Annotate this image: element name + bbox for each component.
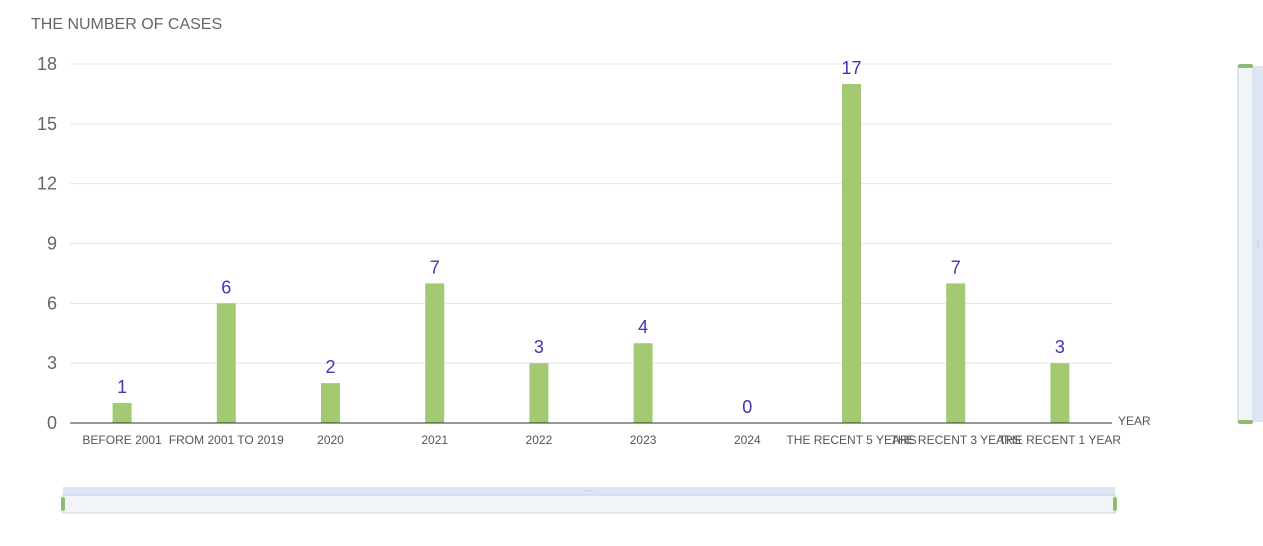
y-tick-label: 6 xyxy=(47,293,57,313)
bar[interactable] xyxy=(633,343,653,423)
x-tick-label: THE RECENT 3 YEARS xyxy=(891,433,1021,447)
x-axis-ticks: BEFORE 2001 FROM 2001 TO 2019 2020 2021 2022… xyxy=(82,433,1121,447)
x-zoom-slider[interactable]: ⋯ xyxy=(61,486,1117,514)
data-label: 4 xyxy=(638,317,648,337)
bar[interactable] xyxy=(946,283,966,423)
data-label: 3 xyxy=(1055,337,1065,357)
grip-icon: ⋮ xyxy=(1254,239,1262,248)
y-zoom-handle-bar[interactable] xyxy=(1253,66,1263,422)
bar[interactable] xyxy=(529,363,549,423)
x-tick-label: 2024 xyxy=(734,433,761,447)
grip-icon: ⋯ xyxy=(585,486,593,495)
x-tick-label: 2021 xyxy=(421,433,448,447)
data-label: 6 xyxy=(221,277,231,297)
bar[interactable] xyxy=(112,403,132,423)
bar[interactable] xyxy=(425,283,445,423)
y-zoom-bottom-handle[interactable] xyxy=(1238,420,1253,424)
x-tick-label: FROM 2001 TO 2019 xyxy=(169,433,284,447)
y-tick-label: 3 xyxy=(47,353,57,373)
x-tick-label: 2020 xyxy=(317,433,344,447)
x-tick-label: 2022 xyxy=(526,433,553,447)
y-tick-label: 12 xyxy=(37,174,57,194)
data-labels: 1 6 2 7 3 4 0 17 7 3 xyxy=(117,58,1065,417)
y-tick-label: 0 xyxy=(47,413,57,433)
y-zoom-track[interactable] xyxy=(1237,65,1254,423)
bar[interactable] xyxy=(216,303,236,423)
data-label: 17 xyxy=(841,58,861,78)
x-tick-label: 2023 xyxy=(630,433,657,447)
data-label: 1 xyxy=(117,377,127,397)
x-axis-title: YEAR xyxy=(1118,414,1151,428)
y-tick-label: 18 xyxy=(37,54,57,74)
y-zoom-top-handle[interactable] xyxy=(1238,64,1253,68)
x-tick-label: BEFORE 2001 xyxy=(82,433,162,447)
gridlines xyxy=(70,63,1112,364)
x-zoom-handle-bar[interactable] xyxy=(63,487,1115,495)
y-tick-label: 9 xyxy=(47,234,57,254)
y-axis-ticks: 0 3 6 9 12 15 18 xyxy=(37,54,57,433)
data-label: 3 xyxy=(534,337,544,357)
y-axis-title: THE NUMBER OF CASES xyxy=(31,16,222,33)
bar[interactable] xyxy=(321,383,340,423)
y-tick-label: 15 xyxy=(37,114,57,134)
data-label: 2 xyxy=(325,357,335,377)
y-zoom-slider[interactable]: ⋮ xyxy=(1237,64,1263,424)
x-zoom-track[interactable] xyxy=(62,494,1116,514)
x-zoom-right-handle[interactable] xyxy=(1113,497,1117,511)
x-tick-label: THE RECENT 5 YEARS xyxy=(786,433,916,447)
x-zoom-left-handle[interactable] xyxy=(61,497,65,511)
bars xyxy=(112,83,1070,423)
data-label: 7 xyxy=(430,257,440,277)
bar[interactable] xyxy=(1050,363,1070,423)
data-label: 0 xyxy=(742,397,752,417)
bar[interactable] xyxy=(842,83,861,423)
x-tick-label: THE RECENT 1 YEAR xyxy=(999,433,1122,447)
data-label: 7 xyxy=(951,257,961,277)
